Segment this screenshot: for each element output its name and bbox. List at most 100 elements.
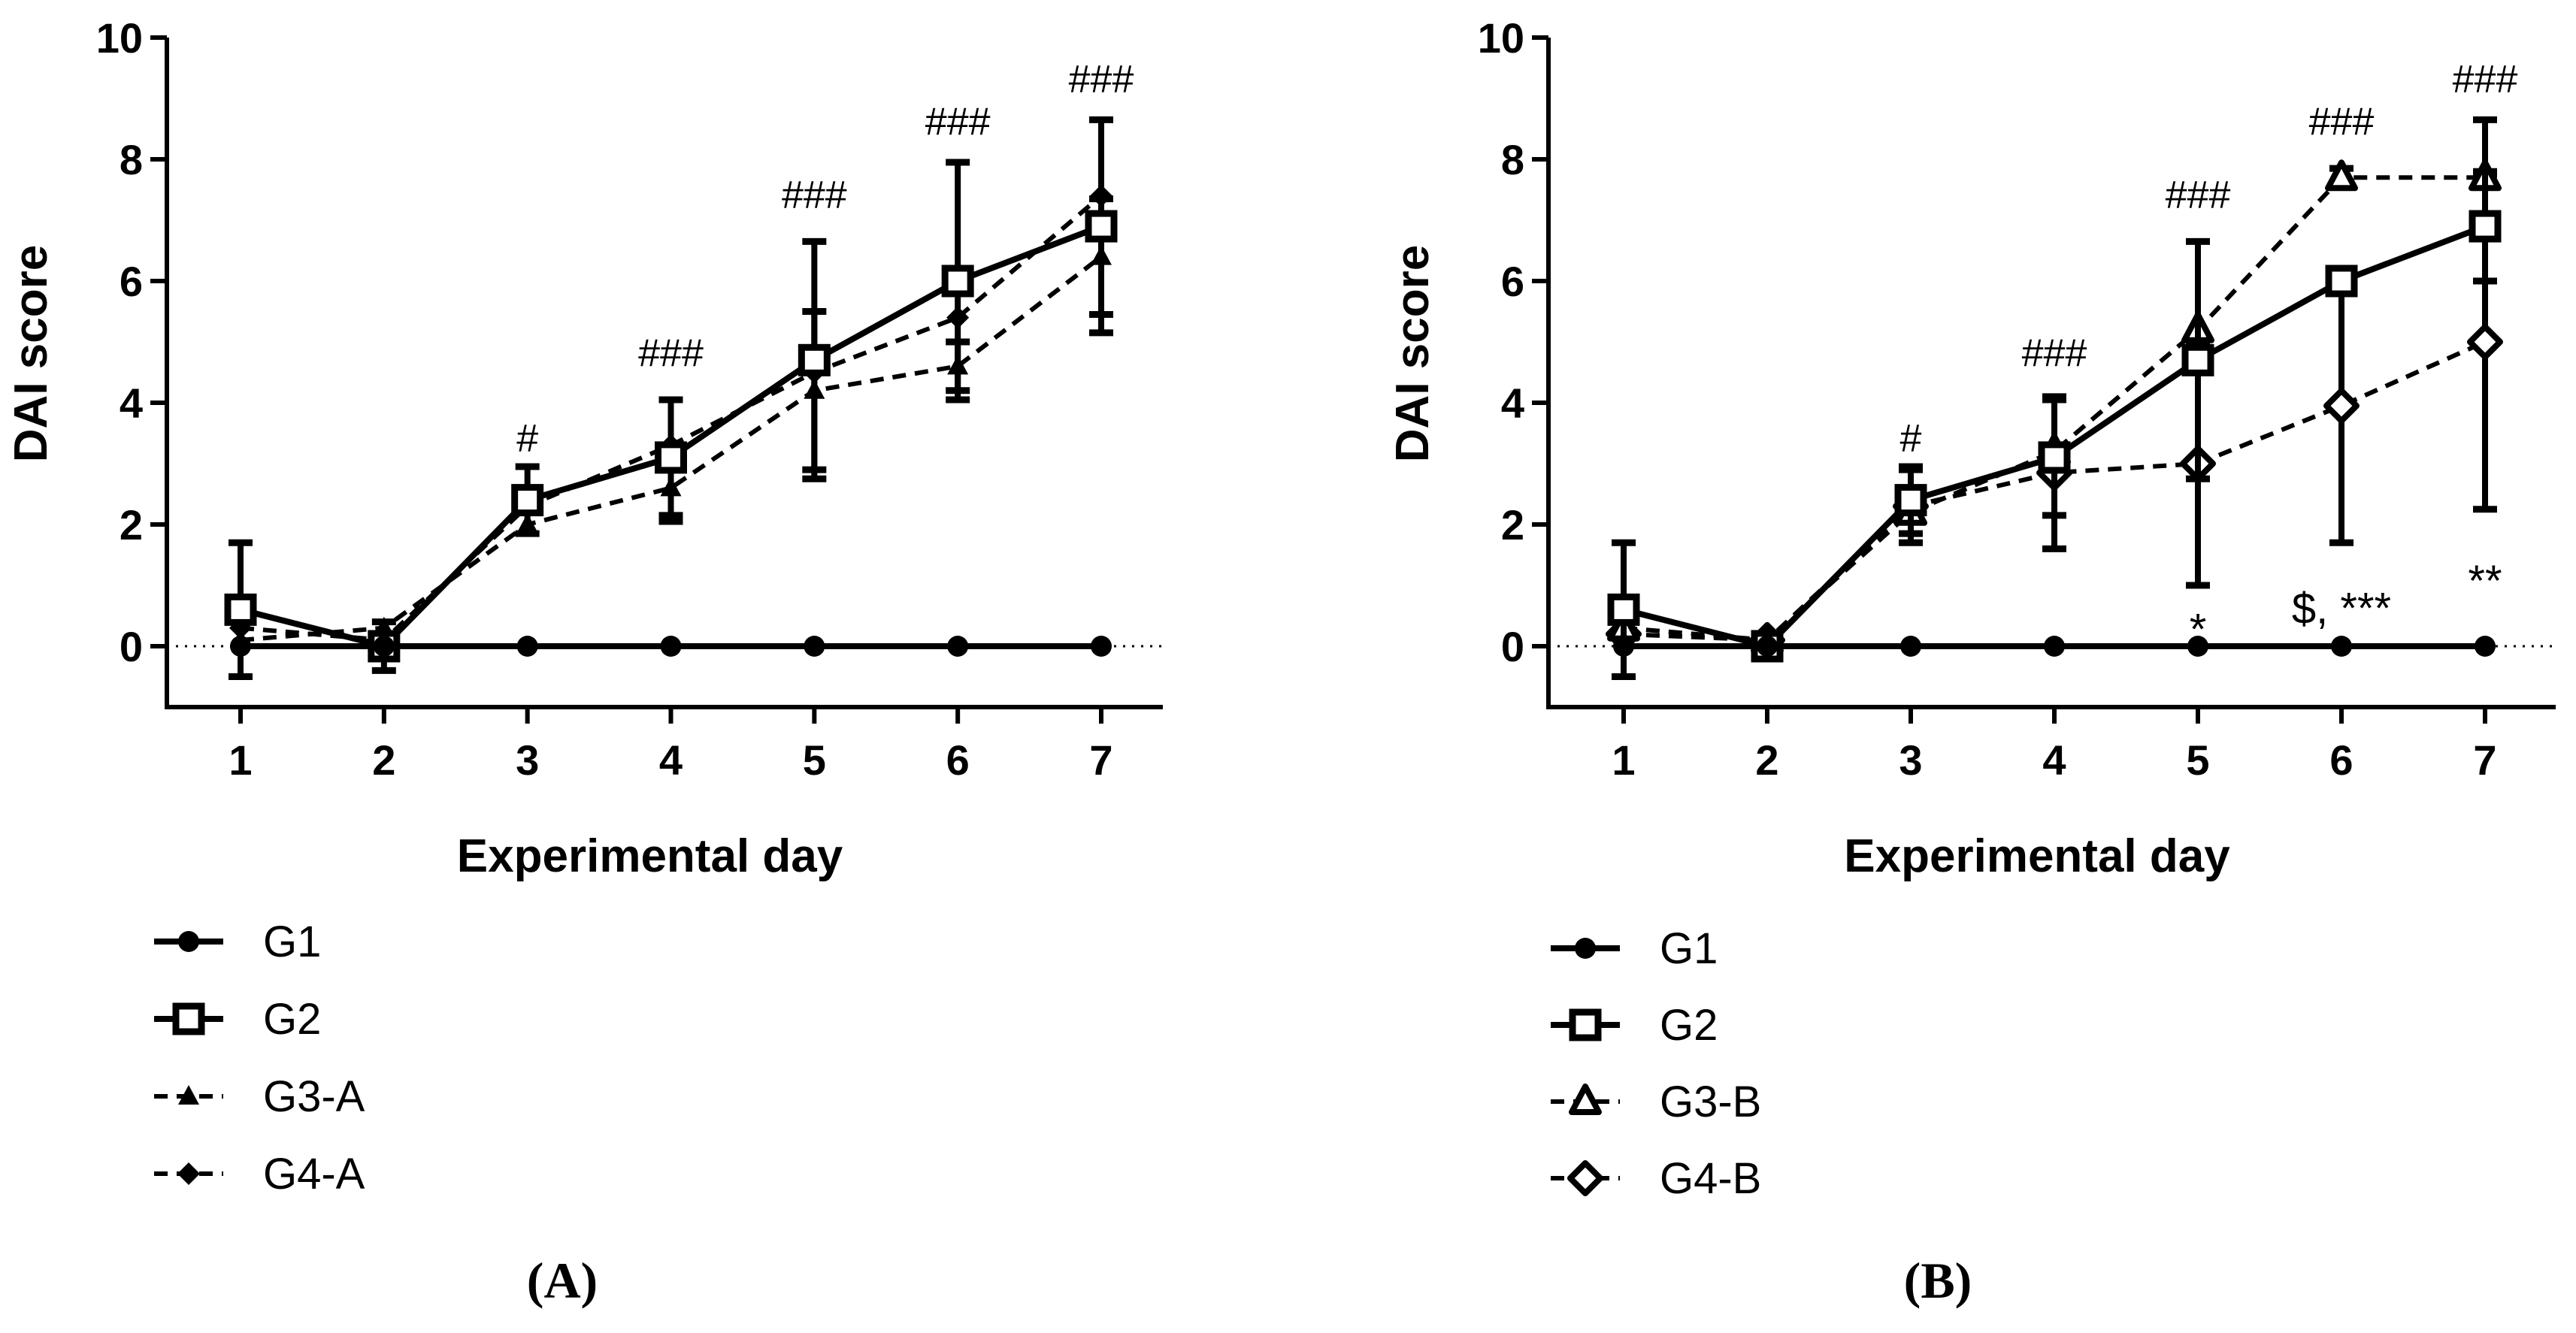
legend-label: G3-B — [1660, 1078, 1761, 1126]
x-tick-label: 3 — [516, 736, 539, 784]
legend-label: G2 — [263, 995, 321, 1044]
significance-annotation: ### — [2309, 101, 2375, 144]
series-g3-b — [1607, 116, 2502, 654]
legend-item-g2: G2 — [154, 995, 321, 1044]
x-tick-label: 1 — [229, 736, 252, 784]
x-tick-label: 6 — [2329, 736, 2353, 784]
y-tick-label: 10 — [96, 14, 143, 62]
legend-item-g3-a: G3-A — [154, 1072, 365, 1121]
x-tick-label: 3 — [1899, 736, 1922, 784]
x-tick-label: 5 — [803, 736, 826, 784]
legend-item-g2: G2 — [1551, 1001, 1718, 1050]
data-point — [660, 636, 682, 657]
data-point — [224, 593, 257, 626]
legend-item-g1: G1 — [1551, 924, 1718, 973]
data-point — [1900, 636, 1921, 657]
significance-annotation: ### — [2453, 58, 2518, 101]
y-tick-label: 0 — [1501, 623, 1524, 670]
significance-annotation: ** — [2468, 557, 2502, 606]
y-tick-label: 8 — [1501, 136, 1524, 183]
data-point — [2323, 388, 2360, 425]
data-point — [1607, 593, 1640, 626]
significance-annotation: ### — [2166, 174, 2231, 217]
data-point — [1613, 636, 1634, 657]
data-point — [1757, 636, 1778, 657]
data-point — [373, 636, 395, 657]
legend-label: G1 — [1660, 924, 1718, 973]
data-point — [1085, 210, 1118, 243]
legend-label: G1 — [263, 917, 321, 966]
data-point — [2467, 324, 2503, 360]
legend-label: G4-B — [1660, 1154, 1761, 1203]
y-tick-label: 6 — [120, 258, 143, 305]
data-point — [941, 264, 974, 298]
y-tick-label: 6 — [1501, 258, 1524, 305]
data-point — [2325, 264, 2358, 298]
series-g1 — [230, 636, 1112, 657]
x-tick-label: 5 — [2186, 736, 2209, 784]
data-point — [655, 441, 687, 474]
legend-item-g1: G1 — [154, 917, 321, 966]
y-tick-label: 4 — [120, 379, 143, 427]
data-point — [2038, 441, 2071, 474]
significance-annotation: $, *** — [2292, 584, 2391, 633]
legend-marker — [1575, 938, 1596, 959]
legend-marker — [178, 1085, 199, 1105]
data-point — [2475, 636, 2496, 657]
y-tick-label: 8 — [120, 136, 143, 183]
significance-annotation: ### — [638, 331, 704, 375]
legend-item-g4-a: G4-A — [154, 1150, 365, 1198]
legend-marker — [1569, 1084, 1602, 1115]
significance-annotation: ### — [925, 101, 991, 144]
legend-marker — [177, 1162, 200, 1185]
data-point — [798, 343, 831, 376]
significance-annotation: ### — [2022, 331, 2087, 375]
legend-marker — [178, 931, 199, 952]
data-point — [2181, 343, 2214, 376]
y-tick-label: 2 — [120, 501, 143, 549]
data-point — [2469, 210, 2502, 243]
panel-label: (B) — [1904, 1252, 1972, 1309]
legend-label: G3-A — [263, 1072, 365, 1121]
x-tick-label: 7 — [2473, 736, 2496, 784]
data-point — [947, 636, 969, 657]
x-tick-label: 2 — [372, 736, 395, 784]
legend-item-g3-b: G3-B — [1551, 1078, 1761, 1126]
data-point — [2325, 159, 2358, 192]
legend: G1 G2 G3-A G4-A — [154, 917, 365, 1198]
y-axis-label: DAI score — [5, 245, 57, 462]
y-tick-label: 2 — [1501, 501, 1524, 549]
significance-annotation: ### — [782, 174, 847, 217]
legend-label: G4-A — [263, 1150, 365, 1198]
x-tick-label: 4 — [2042, 736, 2066, 784]
data-point — [804, 636, 825, 657]
x-tick-label: 6 — [946, 736, 970, 784]
x-tick-label: 4 — [659, 736, 683, 784]
significance-annotation: # — [516, 417, 538, 461]
data-point — [1091, 636, 1112, 657]
significance-annotation: ### — [1069, 58, 1134, 101]
legend-marker — [172, 1002, 205, 1035]
y-tick-label: 0 — [120, 623, 143, 670]
data-point — [1894, 484, 1927, 517]
x-tick-label: 1 — [1612, 736, 1635, 784]
series-g2 — [224, 116, 1118, 680]
data-point — [516, 636, 538, 657]
panel-label: (A) — [527, 1252, 598, 1309]
legend-marker — [1569, 1008, 1602, 1041]
significance-annotation: # — [1900, 417, 1922, 461]
series-g1 — [1613, 636, 2496, 657]
y-tick-label: 10 — [1478, 14, 1524, 62]
data-point — [230, 636, 251, 657]
x-axis-label: Experimental day — [457, 830, 843, 882]
legend-item-g4-b: G4-B — [1551, 1154, 1761, 1203]
y-axis-label: DAI score — [1387, 245, 1439, 462]
legend: G1 G2 G3-B G4-B — [1551, 924, 1761, 1203]
x-tick-label: 7 — [1089, 736, 1112, 784]
x-axis-label: Experimental day — [1844, 830, 2230, 882]
data-point — [511, 484, 544, 517]
